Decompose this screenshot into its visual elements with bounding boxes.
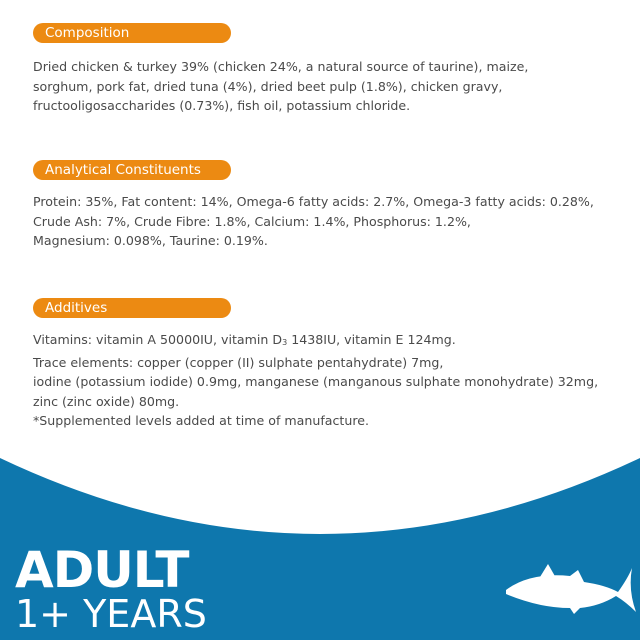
- adult-label: ADULT: [15, 541, 189, 599]
- text-line: Crude Ash: 7%, Crude Fibre: 1.8%, Calciu…: [33, 213, 471, 229]
- additives-heading: Additives: [33, 298, 231, 318]
- blue-wave-banner: [0, 458, 640, 640]
- analytical-text: Protein: 35%, Fat content: 14%, Omega-6 …: [33, 192, 633, 251]
- age-label: 1+ YEARS: [15, 592, 207, 636]
- text-line: Protein: 35%, Fat content: 14%, Omega-6 …: [33, 194, 594, 209]
- text-line: Vitamins: vitamin A 50000IU, vitamin D3 …: [33, 332, 456, 347]
- text-line: fructooligosaccharides (0.73%), fish oil…: [33, 98, 411, 113]
- additives-text: Vitamins: vitamin A 50000IU, vitamin D3 …: [33, 330, 633, 431]
- text-line: sorghum, pork fat, dried tuna (4%), drie…: [33, 78, 503, 94]
- composition-text: Dried chicken & turkey 39% (chicken 24%,…: [33, 57, 633, 116]
- text-line: zinc (zinc oxide) 80mg.: [33, 393, 180, 409]
- text-line: iodine (potassium iodide) 0.9mg, mangane…: [33, 374, 599, 389]
- text-line: Magnesium: 0.098%, Taurine: 0.19%.: [33, 233, 268, 248]
- analytical-heading: Analytical Constituents: [33, 160, 231, 180]
- text-line: Dried chicken & turkey 39% (chicken 24%,…: [33, 59, 529, 74]
- text-line: Trace elements: copper (copper (II) sulp…: [33, 354, 444, 370]
- text-line: *Supplemented levels added at time of ma…: [33, 413, 370, 428]
- tuna-fish-icon: [506, 564, 636, 614]
- composition-heading: Composition: [33, 23, 231, 43]
